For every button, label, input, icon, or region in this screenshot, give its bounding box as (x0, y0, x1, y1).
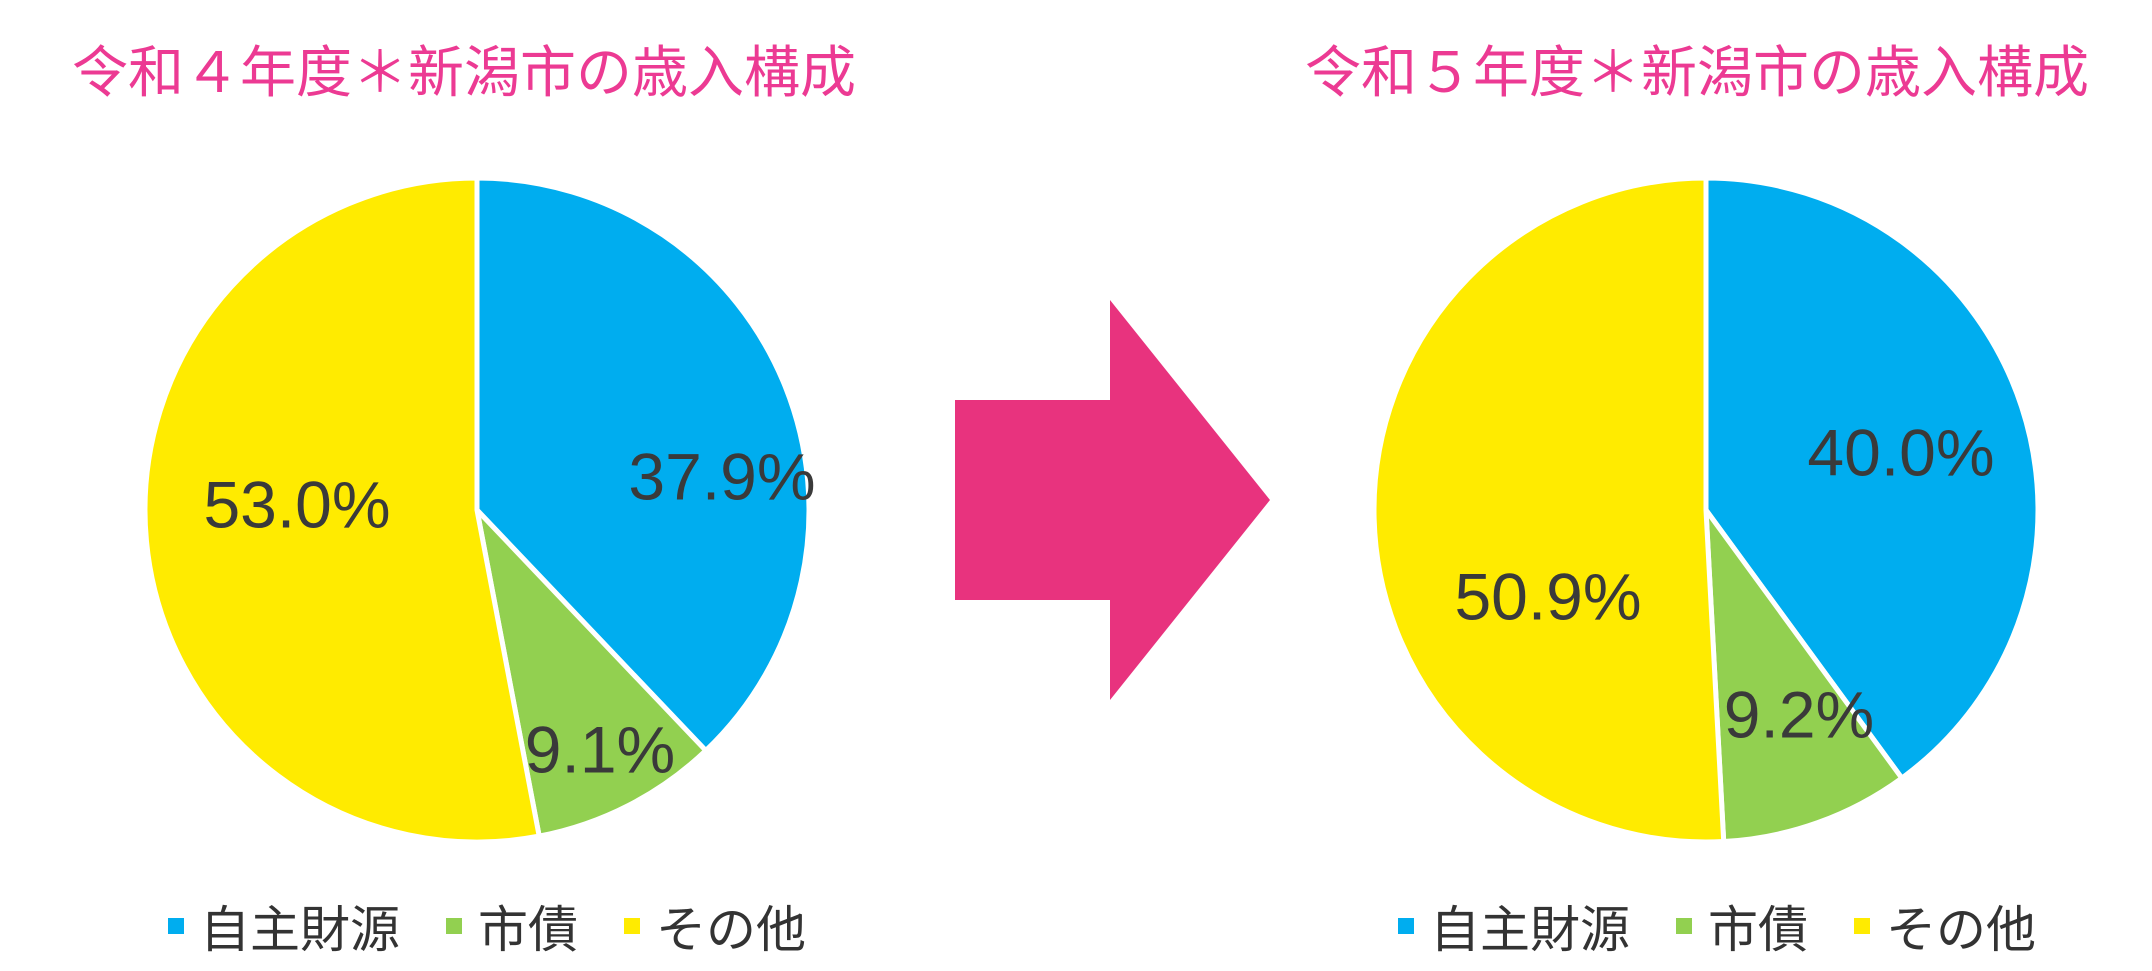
chart-title-reiwa5: 令和５年度＊新潟市の歳入構成 (1305, 41, 2089, 106)
chart-title-reiwa4: 令和４年度＊新潟市の歳入構成 (72, 41, 856, 106)
legend-label: 市債 (1708, 901, 1808, 959)
legend-swatch (168, 918, 184, 934)
pie-slice-jishu-zaigen (474, 175, 812, 755)
data-label-sonota: 53.0% (203, 467, 390, 541)
pie-chart-reiwa4: 37.9% 9.1% 53.0% (142, 175, 816, 845)
pie-slice-sonota (142, 175, 543, 845)
legend-swatch (1676, 918, 1692, 934)
legend-reiwa4: 自主財源 市債 その他 (168, 890, 806, 962)
legend-label: 市債 (478, 901, 578, 959)
legend-swatch (1854, 918, 1870, 934)
pie-slice-jishu-zaigen (1703, 175, 2041, 782)
data-label-jishu-zaigen: 37.9% (628, 439, 815, 513)
legend-item-jishu-zaigen: 自主財源 (1398, 890, 1630, 962)
data-label-jishu-zaigen: 40.0% (1807, 415, 1994, 489)
legend-item-shisai: 市債 (1676, 890, 1808, 962)
legend-swatch (1398, 918, 1414, 934)
pie-slice-shisai (472, 502, 710, 840)
data-label-sonota: 50.9% (1454, 559, 1641, 633)
data-label-shisai: 9.1% (525, 712, 675, 786)
legend-label: 自主財源 (1430, 901, 1630, 959)
right-arrow-icon (955, 300, 1270, 700)
data-label-shisai: 9.2% (1724, 677, 1874, 751)
pie-chart-reiwa5: 40.0% 9.2% 50.9% (1371, 175, 2041, 845)
legend-item-sonota: その他 (1854, 890, 2036, 962)
legend-label: 自主財源 (200, 901, 400, 959)
legend-reiwa5: 自主財源 市債 その他 (1398, 890, 2036, 962)
pie-slice-sonota (1371, 175, 1727, 845)
legend-swatch (446, 918, 462, 934)
pie-slice-shisai (1703, 501, 1906, 845)
legend-swatch (624, 918, 640, 934)
legend-label: その他 (656, 901, 806, 959)
legend-item-sonota: その他 (624, 890, 806, 962)
legend-item-jishu-zaigen: 自主財源 (168, 890, 400, 962)
legend-label: その他 (1886, 901, 2036, 959)
legend-item-shisai: 市債 (446, 890, 578, 962)
